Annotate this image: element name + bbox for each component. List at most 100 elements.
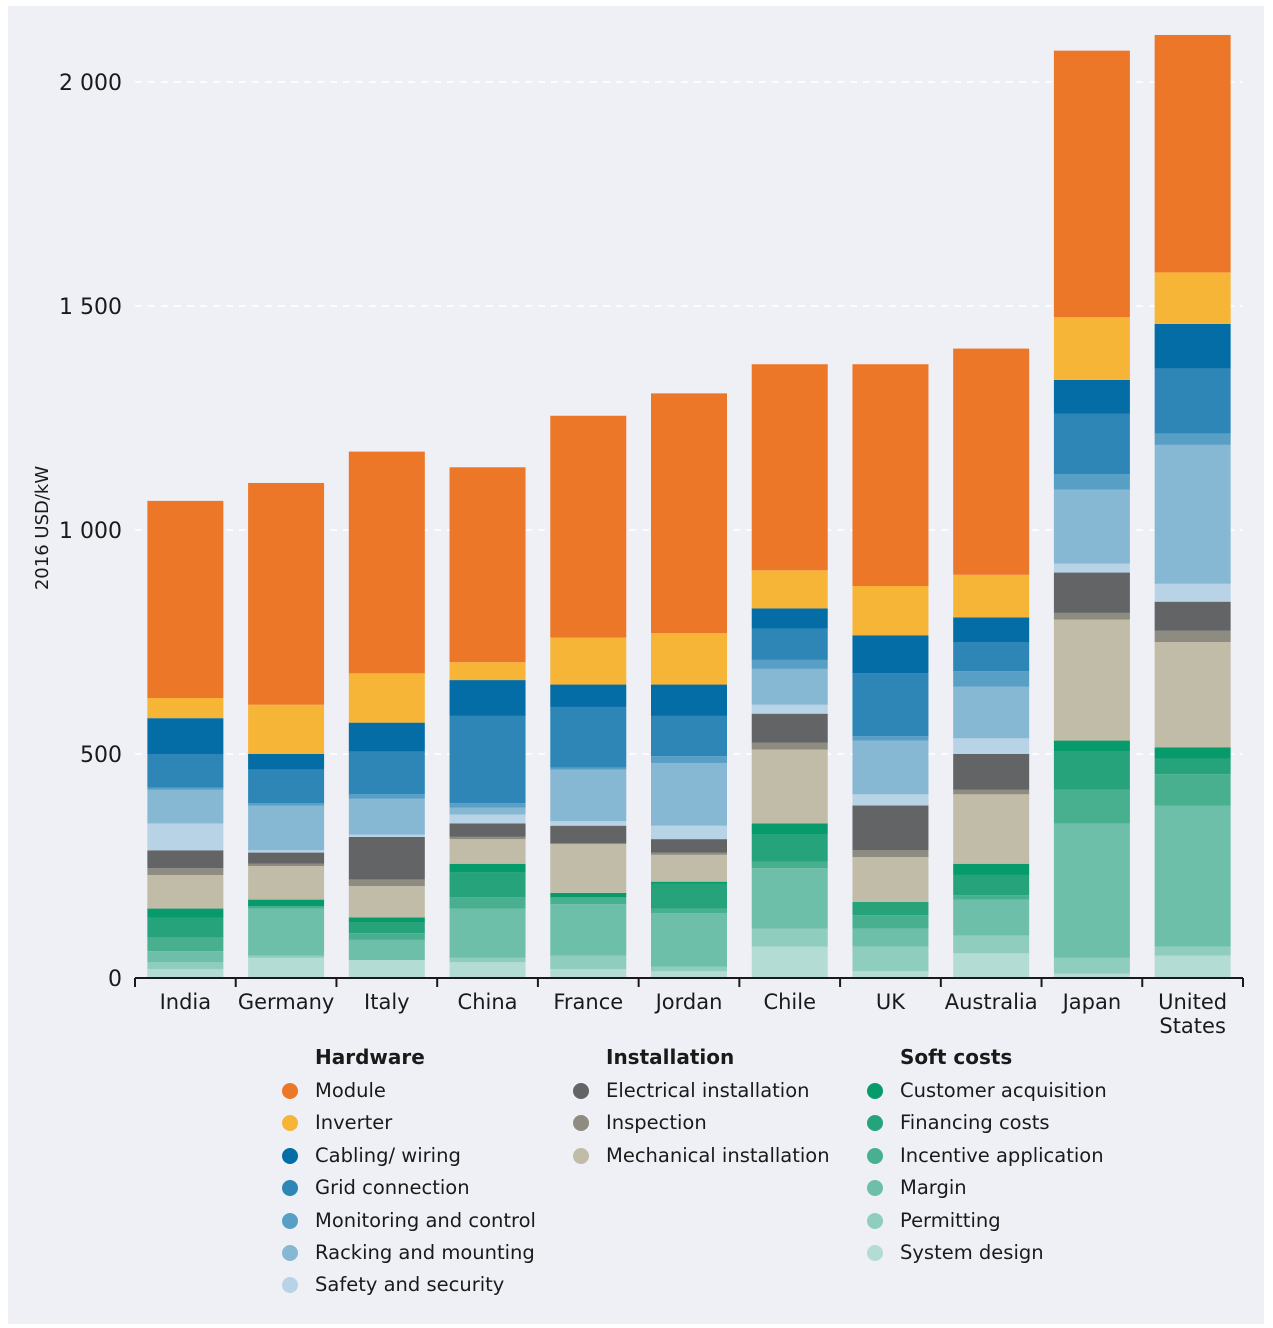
- bar-segment: [348, 451, 425, 674]
- bar-segment: [751, 713, 828, 743]
- bar-segment: [348, 939, 425, 961]
- bar-segment: [651, 971, 727, 978]
- bar-segment: [1154, 272, 1231, 324]
- bar-segment: [550, 904, 627, 956]
- bar-segment: [248, 482, 325, 705]
- bar-segment: [953, 794, 1030, 864]
- bar-stack: [147, 500, 224, 978]
- bar-segment: [953, 671, 1030, 687]
- bar-segment: [449, 863, 526, 873]
- x-tick-label: Japan: [1061, 990, 1122, 1014]
- y-axis-ticks: 0 500 1 000 1 500 2 000: [59, 71, 122, 992]
- bar-segment: [147, 868, 224, 875]
- x-tick-label: Chile: [763, 990, 816, 1014]
- bar-segment: [348, 794, 425, 799]
- bar-segment: [852, 805, 929, 851]
- bar-segment: [449, 662, 526, 681]
- bar-segment: [751, 868, 828, 929]
- bar-segment: [1053, 563, 1130, 573]
- bar-segment: [449, 897, 526, 909]
- x-tick-label: Germany: [238, 990, 335, 1014]
- bar-segment: [248, 769, 325, 804]
- bar-segment: [651, 715, 727, 757]
- bar-segment: [953, 642, 1030, 672]
- bar-segment: [550, 769, 627, 822]
- bar-segment: [852, 971, 929, 978]
- bar-segment: [751, 749, 828, 824]
- bar-segment: [348, 960, 425, 978]
- bar-stack: [1053, 50, 1130, 978]
- bar-segment: [1154, 601, 1231, 631]
- bar-segment: [651, 762, 727, 826]
- bar-segment: [147, 908, 224, 918]
- bar-segment: [550, 897, 627, 905]
- bar-segment: [1053, 619, 1130, 741]
- bar-segment: [1053, 751, 1130, 790]
- y-tick-label: 1 000: [59, 519, 122, 544]
- bar-segment: [953, 348, 1030, 575]
- bar-segment: [751, 928, 828, 947]
- bar-segment: [1053, 957, 1130, 974]
- bar-segment: [852, 364, 929, 586]
- bar-segment: [550, 843, 627, 893]
- bar-segment: [449, 715, 526, 804]
- bars: [147, 34, 1231, 978]
- bar-segment: [248, 850, 325, 853]
- bar-segment: [1053, 474, 1130, 490]
- bar-segment: [248, 754, 325, 770]
- x-tick-label: Jordan: [654, 990, 723, 1014]
- bar-segment: [248, 803, 325, 806]
- bar-segment: [147, 962, 224, 970]
- bar-segment: [449, 836, 526, 840]
- bar-stack: [550, 415, 627, 978]
- bar-segment: [1154, 368, 1231, 434]
- bar-segment: [348, 879, 425, 887]
- bar-segment: [348, 917, 425, 922]
- bar-segment: [751, 834, 828, 862]
- bar-segment: [449, 962, 526, 978]
- bar-segment: [1053, 50, 1130, 318]
- bar-segment: [1154, 747, 1231, 759]
- bar-segment: [651, 839, 727, 853]
- bar-segment: [751, 704, 828, 714]
- bar-segment: [248, 852, 325, 864]
- bar-segment: [852, 586, 929, 636]
- bar-segment: [449, 908, 526, 958]
- bar-segment: [248, 866, 325, 900]
- bar-segment: [953, 686, 1030, 739]
- y-axis-label: 2016 USD/kW: [32, 466, 53, 590]
- bar-segment: [550, 706, 627, 768]
- bar-segment: [651, 966, 727, 972]
- bar-segment: [651, 908, 727, 914]
- bar-segment: [147, 969, 224, 978]
- bar-segment: [550, 415, 627, 638]
- bar-segment: [348, 673, 425, 723]
- bar-segment: [651, 684, 727, 716]
- bar-segment: [147, 698, 224, 719]
- bar-segment: [449, 807, 526, 815]
- bar-segment: [248, 957, 325, 978]
- bar-segment: [651, 756, 727, 763]
- bar-segment: [147, 718, 224, 754]
- bar-segment: [550, 637, 627, 685]
- bar-segment: [751, 861, 828, 869]
- bar-segment: [449, 872, 526, 898]
- bar-segment: [248, 955, 325, 958]
- bar-segment: [1154, 758, 1231, 775]
- bar-segment: [1053, 789, 1130, 824]
- bar-segment: [852, 928, 929, 947]
- bar-segment: [147, 874, 224, 909]
- bar-segment: [953, 863, 1030, 875]
- bar-segment: [147, 951, 224, 963]
- bar-segment: [449, 814, 526, 824]
- y-tick-label: 500: [80, 743, 122, 768]
- bar-stack: [953, 348, 1030, 978]
- bar-segment: [348, 836, 425, 880]
- bar-stack: [651, 393, 727, 978]
- bar-segment: [651, 881, 727, 884]
- bar-segment: [550, 684, 627, 707]
- bar-stack: [751, 364, 828, 978]
- bar-segment: [348, 722, 425, 752]
- bar-segment: [852, 901, 929, 916]
- bar-segment: [550, 821, 627, 826]
